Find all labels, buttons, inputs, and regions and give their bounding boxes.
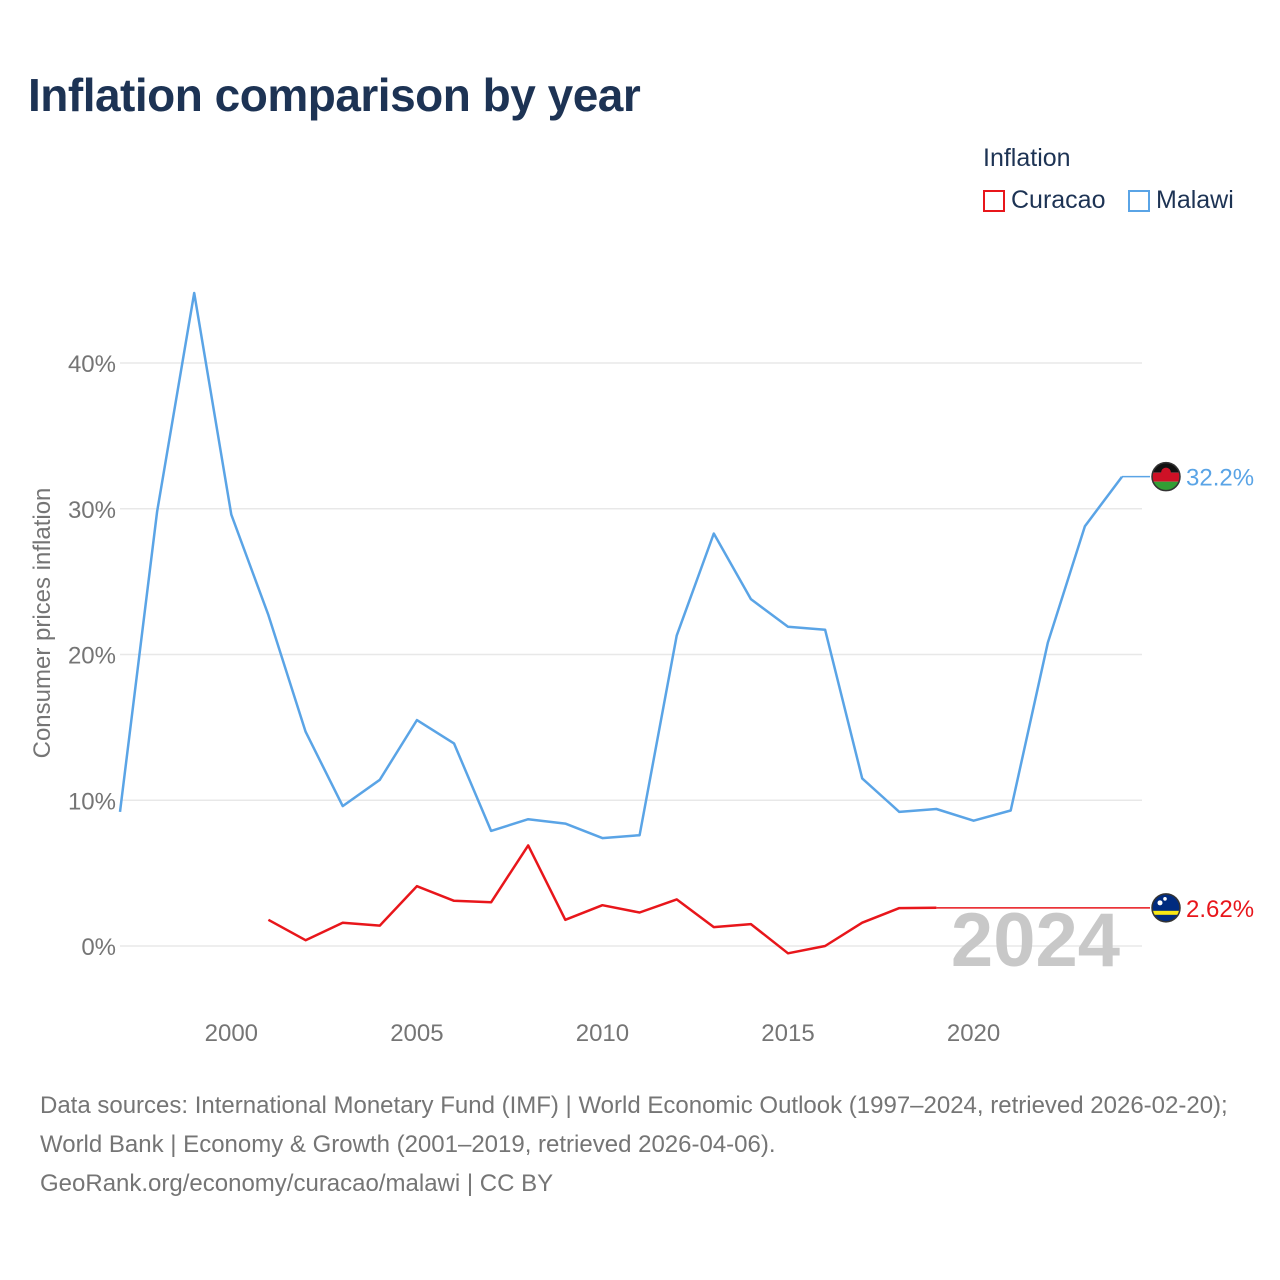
x-tick-labels: 2000 2005 2010 2015 2020: [205, 1020, 1001, 1047]
malawi-flag-icon: [1151, 461, 1181, 492]
y-axis-label: Consumer prices inflation: [29, 488, 56, 759]
end-markers: 32.2% 2.62%: [936, 461, 1254, 923]
y-tick-labels: 0% 10% 20% 30% 40%: [68, 351, 116, 961]
legend-title: Inflation: [983, 144, 1071, 172]
legend-label-malawi: Malawi: [1156, 186, 1234, 214]
x-tick-label: 2020: [947, 1020, 1000, 1047]
y-tick-label: 20%: [68, 643, 116, 670]
legend-swatch-curacao: [983, 189, 1005, 212]
x-tick-label: 2010: [576, 1020, 629, 1047]
legend-item-malawi[interactable]: Malawi: [1128, 186, 1234, 215]
y-tick-label: 30%: [68, 497, 116, 524]
curacao-flag-icon: [1151, 893, 1181, 923]
series-line-curacao[interactable]: [267, 844, 937, 955]
end-label-curacao: 2.62%: [1186, 896, 1254, 923]
x-tick-label: 2000: [205, 1020, 258, 1047]
legend-label-curacao: Curacao: [1011, 186, 1106, 214]
legend-item-curacao[interactable]: Curacao: [983, 186, 1106, 215]
legend-swatch-malawi: [1128, 189, 1150, 212]
y-tick-label: 40%: [68, 351, 116, 378]
line-chart: 0% 10% 20% 30% 40% 2000 2005 2010 2015 2020 Cons…: [29, 291, 1254, 1047]
series-line-malawi[interactable]: [118, 291, 1124, 840]
y-tick-label: 10%: [68, 788, 116, 815]
y-tick-label: 0%: [81, 934, 116, 961]
end-label-malawi: 32.2%: [1186, 465, 1254, 492]
source-note: Data sources: International Monetary Fun…: [40, 1086, 1250, 1203]
chart-title: Inflation comparison by year: [28, 69, 641, 121]
source-text: Data sources: International Monetary Fun…: [40, 1092, 1228, 1158]
source-link[interactable]: GeoRank.org/economy/curacao/malawi | CC …: [40, 1170, 554, 1197]
grid-lines: [120, 362, 1142, 947]
x-tick-label: 2005: [390, 1020, 443, 1047]
data-series: [118, 291, 1124, 955]
year-watermark: 2024: [951, 898, 1120, 983]
x-tick-label: 2015: [761, 1020, 814, 1047]
